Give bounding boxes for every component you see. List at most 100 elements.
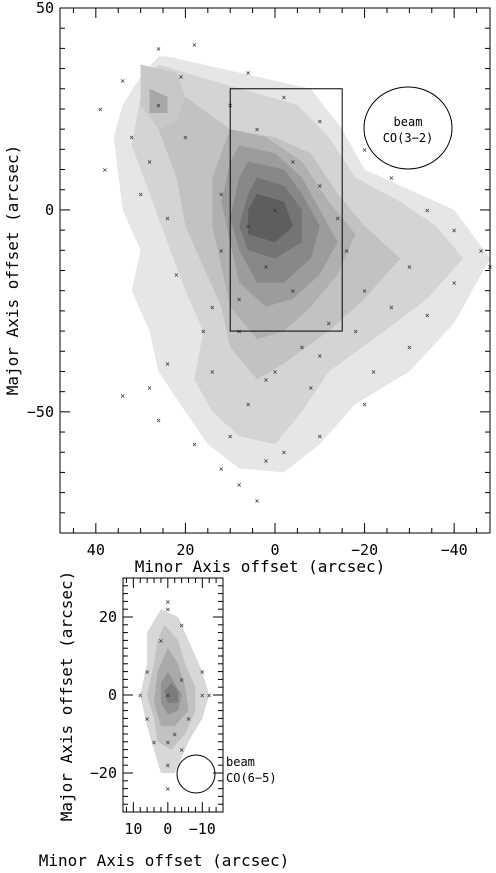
contour-fills [113,56,491,473]
sample-point: × [179,621,184,630]
sample-point: × [264,262,269,271]
sample-point: × [246,222,251,231]
sample-point: × [165,597,170,606]
contour-level-10 [149,88,168,113]
region-box [229,88,343,332]
sample-point: × [282,448,287,457]
sample-point: × [219,246,224,255]
sample-point: × [165,691,170,700]
sample-point: × [165,785,170,794]
sample-point: × [207,691,212,700]
y-tick-label: 20 [99,608,117,626]
x-tick-label: −40 [441,541,468,559]
x-tick-label: 40 [87,541,105,559]
sample-point: × [452,226,457,235]
sample-point: × [201,327,206,336]
contour-fills [140,609,210,773]
sample-point: × [192,40,197,49]
sample-point: × [152,738,157,747]
sample-point: × [156,101,161,110]
sample-points: × × × × × × × × × × × × × × × × × × × × × × × × × × × × × × × × × × × × × × × ×… [98,40,493,505]
sample-point: × [192,440,197,449]
contour-level-8 [248,193,293,243]
beam-label: beam [226,755,255,769]
sample-point: × [246,400,251,409]
panel-co32: × × × × × × × × × × × × × × × × × × × × × × × × × × × × × × × × × × × × × × × ×… [3,0,493,576]
sample-point: × [165,605,170,614]
sample-point: × [326,319,331,328]
sample-point: × [120,77,125,86]
sample-point: × [317,351,322,360]
sample-point: × [362,400,367,409]
sample-point: × [120,392,125,401]
sample-point: × [156,44,161,53]
sample-point: × [264,456,269,465]
x-tick-label: −20 [351,541,378,559]
tick-marks [60,7,490,534]
sample-point: × [273,367,278,376]
sample-point: × [389,303,394,312]
y-tick-label: 0 [45,201,54,219]
sample-point: × [179,73,184,82]
y-tick-label: −50 [27,403,54,421]
sample-point: × [228,432,233,441]
tick-marks [123,577,224,813]
sample-point: × [452,279,457,288]
sample-point: × [308,384,313,393]
sample-point: × [200,691,205,700]
beam-ellipse [363,86,453,170]
beam-line-label: CO(6−5) [226,771,277,785]
sample-point: × [317,432,322,441]
sample-point: × [353,327,358,336]
sample-point: × [183,133,188,142]
sample-point: × [282,93,287,102]
y-axis-label: Major Axis offset (arcsec) [57,571,76,821]
sample-point: × [219,464,224,473]
sample-point: × [179,746,184,755]
sample-point: × [255,125,260,134]
contour-level-5 [164,683,179,703]
sample-point: × [145,714,150,723]
sample-point: × [210,367,215,376]
tick-labels: 40 20 0 −20 −40 50 0 −50 [27,0,468,559]
sample-point: × [186,714,191,723]
y-tick-label: 0 [108,686,117,704]
sample-point: × [255,497,260,506]
x-tick-label: 20 [176,541,194,559]
sample-point: × [165,214,170,223]
sample-point: × [407,343,412,352]
sample-point: × [145,668,150,677]
sample-point: × [210,303,215,312]
sample-point: × [172,730,177,739]
sample-point: × [147,384,152,393]
sample-point: × [159,636,164,645]
sample-point: × [98,105,103,114]
sample-point: × [407,262,412,271]
sample-point: × [246,69,251,78]
x-tick-label: 0 [163,820,172,838]
sample-point: × [273,206,278,215]
sample-points: ×××××××× ××××××××××× [138,597,212,793]
panel-co65: ×××××××× ××××××××××× beam CO(6−5) 10 0 −102… [39,571,289,870]
y-axis-label: Major Axis offset (arcsec) [3,145,22,395]
sample-point: × [291,157,296,166]
sample-point: × [237,295,242,304]
sample-point: × [138,190,143,199]
sample-point: × [156,416,161,425]
sample-point: × [299,343,304,352]
sample-point: × [165,761,170,770]
y-tick-label: 50 [36,0,54,17]
sample-point: × [129,133,134,142]
sample-point: × [179,675,184,684]
sample-point: × [344,246,349,255]
sample-point: × [389,174,394,183]
sample-point: × [237,481,242,490]
beam-line-label: CO(3−2) [383,131,434,145]
x-tick-label: 0 [270,541,279,559]
x-tick-label: 10 [124,820,142,838]
sample-point: × [147,157,152,166]
sample-point: × [200,668,205,677]
sample-point: × [219,190,224,199]
sample-point: × [335,214,340,223]
